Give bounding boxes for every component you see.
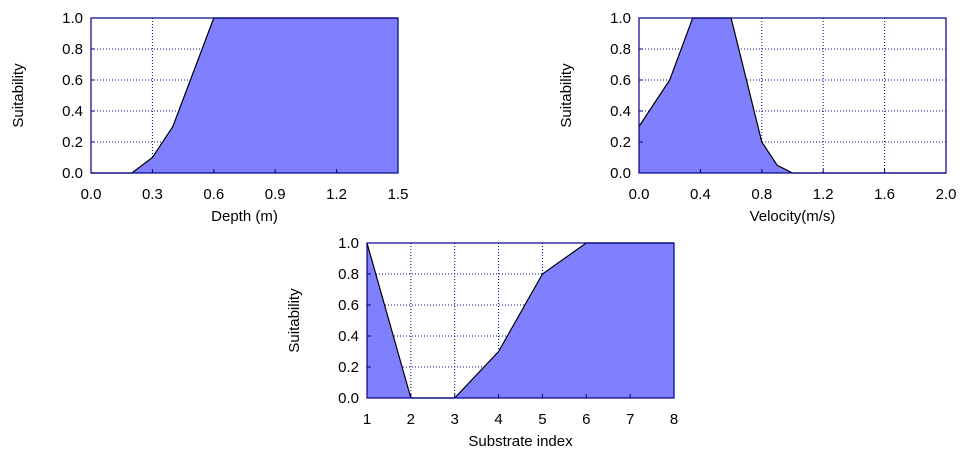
substrate-x-tick-label: 6 <box>582 411 590 428</box>
velocity-y-tick-label: 0.4 <box>610 103 631 120</box>
velocity-y-tick-label: 0.2 <box>610 134 631 151</box>
velocity-y-tick-label: 0.8 <box>610 41 631 58</box>
substrate-y-tick-label: 0.0 <box>338 390 359 407</box>
velocity-x-tick-label: 2.0 <box>936 186 957 203</box>
depth-x-axis-label: Depth (m) <box>211 208 278 225</box>
depth-y-tick-label: 0.4 <box>62 103 83 120</box>
substrate-y-tick-label: 0.8 <box>338 266 359 283</box>
velocity-chart: 0.0 0.4 0.8 1.2 1.6 2.0 0.0 0.2 0.4 0.6 0.8 1.0 Velo… <box>558 10 956 225</box>
substrate-y-tick-label: 0.2 <box>338 359 359 376</box>
velocity-x-tick-label: 1.6 <box>874 186 895 203</box>
substrate-x-tick-label: 3 <box>451 411 459 428</box>
depth-y-tick-label: 0.6 <box>62 72 83 89</box>
depth-x-tick-label: 0.0 <box>81 186 102 203</box>
velocity-series-line <box>638 17 946 174</box>
substrate-plot-frame <box>366 242 675 399</box>
depth-x-tick-label: 0.3 <box>142 186 163 203</box>
substrate-x-tick-label: 7 <box>626 411 634 428</box>
depth-chart: 0.0 0.3 0.6 0.9 1.2 1.5 0.0 0.2 0.4 0.6 0.8 1.0 Dept… <box>10 10 408 225</box>
velocity-area-fill <box>639 18 946 173</box>
substrate-y-tick-label: 0.4 <box>338 328 359 345</box>
substrate-x-tick-label: 2 <box>407 411 415 428</box>
depth-x-tick-label: 0.9 <box>265 186 286 203</box>
substrate-x-tick-label: 1 <box>363 411 371 428</box>
depth-x-tick-label: 0.6 <box>203 186 224 203</box>
velocity-x-tick-label: 0.8 <box>751 186 772 203</box>
velocity-y-tick-label: 0.0 <box>610 165 631 182</box>
velocity-x-tick-label: 1.2 <box>813 186 834 203</box>
depth-y-axis-label: Suitability <box>10 63 27 128</box>
velocity-y-tick-label: 0.6 <box>610 72 631 89</box>
substrate-x-tick-label: 8 <box>670 411 678 428</box>
substrate-y-tick-label: 0.6 <box>338 297 359 314</box>
substrate-x-axis-label: Substrate index <box>468 433 573 450</box>
velocity-x-axis-label: Velocity(m/s) <box>750 208 836 225</box>
velocity-x-tick-label: 0.0 <box>629 186 650 203</box>
depth-x-tick-label: 1.2 <box>326 186 347 203</box>
depth-y-tick-label: 0.8 <box>62 41 83 58</box>
velocity-plot-frame <box>638 17 947 174</box>
depth-x-tick-label: 1.5 <box>388 186 409 203</box>
substrate-y-axis-label: Suitability <box>286 288 303 353</box>
substrate-x-tick-label: 5 <box>538 411 546 428</box>
depth-plot-frame <box>90 17 399 174</box>
depth-y-tick-label: 0.2 <box>62 134 83 151</box>
substrate-chart: 1 2 3 4 5 6 7 8 0.0 0.2 0.4 0.6 0.8 1.0 Substrate inde… <box>286 235 678 450</box>
depth-y-tick-label: 1.0 <box>62 10 83 27</box>
substrate-area-fill <box>367 243 674 398</box>
velocity-x-tick-label: 0.4 <box>690 186 711 203</box>
velocity-y-tick-label: 1.0 <box>610 10 631 27</box>
depth-y-tick-label: 0.0 <box>62 165 83 182</box>
substrate-x-tick-label: 4 <box>494 411 502 428</box>
velocity-y-axis-label: Suitability <box>558 63 575 128</box>
substrate-y-tick-label: 1.0 <box>338 235 359 252</box>
